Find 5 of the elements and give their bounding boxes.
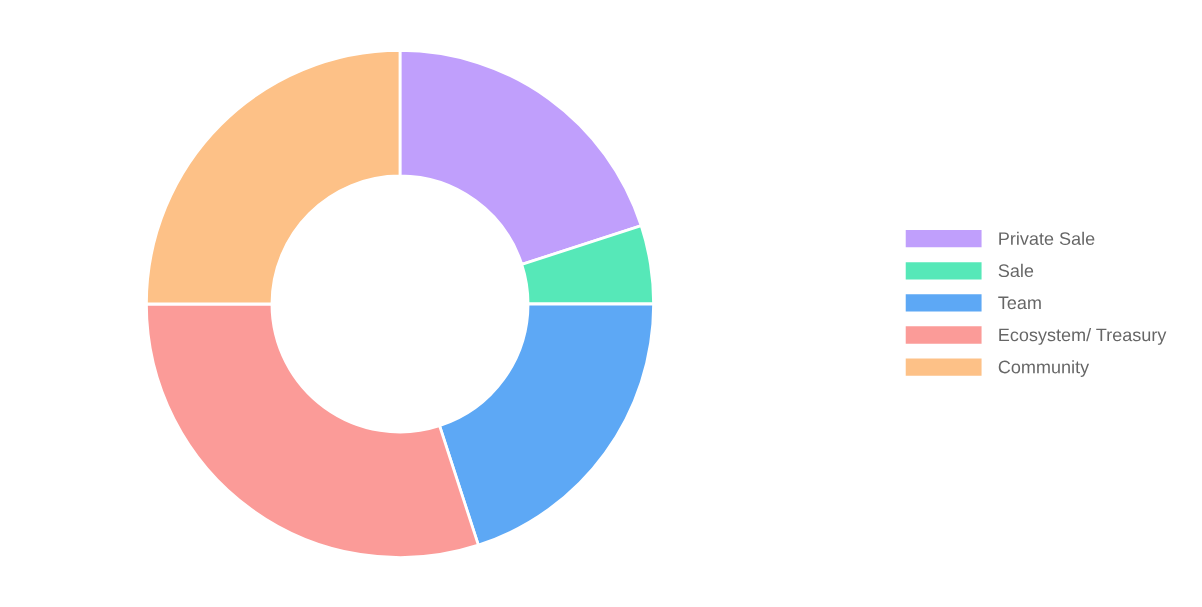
legend-label: Ecosystem/ Treasury [999,328,1167,345]
legend-label: Team [998,296,1041,310]
legend-label: Community [998,360,1090,377]
legend-label: Private Sale [999,231,1095,246]
legend-label: Sale [998,263,1034,278]
